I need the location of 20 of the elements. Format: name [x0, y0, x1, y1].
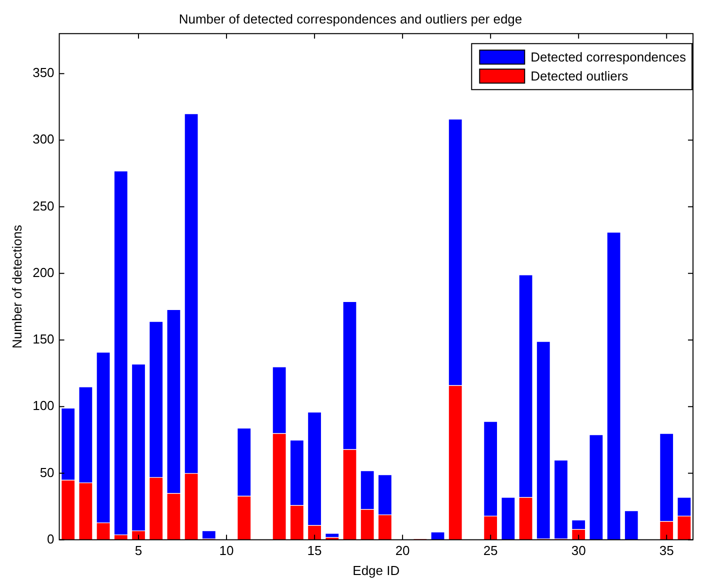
- y-tick-label: 150: [32, 332, 54, 347]
- x-tick-label: 5: [134, 543, 142, 558]
- x-tick-label: 15: [307, 543, 322, 558]
- x-tick-label: 10: [219, 543, 234, 558]
- y-axis-title: Number of detections: [9, 224, 24, 348]
- y-tick-label: 200: [32, 264, 54, 280]
- x-tick-label: 30: [571, 543, 586, 558]
- y-tick-label: 100: [32, 398, 54, 414]
- y-tick-label: 250: [32, 198, 54, 214]
- x-tick-label: 20: [395, 543, 410, 558]
- legend-label: Detected outliers: [530, 68, 629, 84]
- x-tick-label: 35: [659, 543, 674, 558]
- y-tick-label: 350: [32, 65, 54, 80]
- y-tick-label: 50: [40, 464, 54, 480]
- x-axis-title: Edge ID: [352, 562, 400, 578]
- y-tick-label: 300: [32, 132, 54, 147]
- legend-label: Detected correspondences: [530, 50, 686, 65]
- y-tick-label: 0: [47, 531, 54, 546]
- chart-title: Number of detected correspondences and outliers per edge: [178, 11, 522, 26]
- x-tick-label: 25: [483, 543, 498, 558]
